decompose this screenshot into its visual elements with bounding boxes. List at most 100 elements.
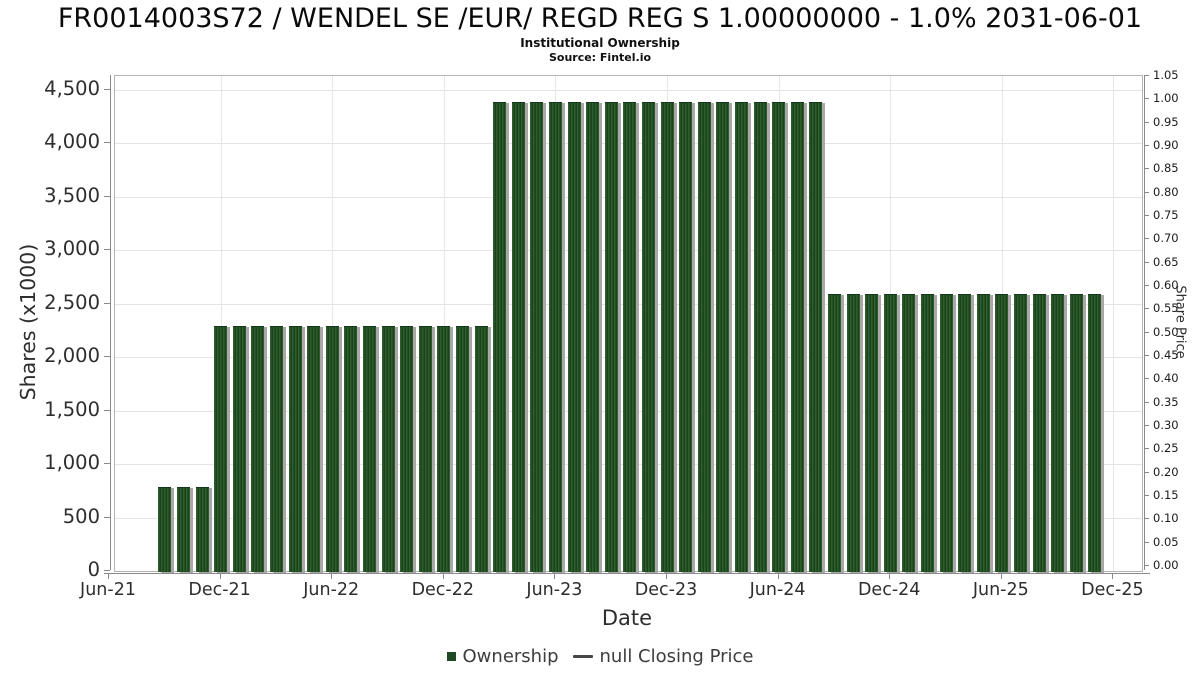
x-axis-tick-label: Dec-22	[411, 580, 475, 600]
right-axis-tick-label: 1.05	[1153, 68, 1179, 82]
right-axis-tick-label: 0.15	[1153, 488, 1179, 502]
right-axis-tick	[1144, 471, 1149, 473]
ownership-bar	[307, 326, 321, 572]
x-axis-tick-label: Dec-24	[857, 580, 921, 600]
right-axis-tick	[1144, 495, 1149, 496]
x-axis-tick	[1000, 573, 1002, 579]
legend-item-ownership: Ownership	[446, 645, 559, 667]
right-axis-tick	[1144, 565, 1149, 566]
ownership-bar	[214, 326, 228, 572]
left-axis-tick	[104, 302, 110, 304]
ownership-bar	[939, 294, 953, 572]
ownership-bar	[716, 101, 730, 572]
x-axis-tick-label: Jun-25	[972, 580, 1029, 600]
ownership-bar	[660, 101, 674, 572]
right-axis-tick-label: 0.50	[1153, 324, 1179, 339]
ownership-bar	[400, 326, 414, 572]
left-axis-tick-label: 3,500	[44, 183, 100, 207]
ownership-bar	[455, 326, 469, 572]
ownership-bar	[511, 101, 525, 572]
ownership-bar	[548, 101, 562, 572]
right-axis-tick-label: 0.90	[1153, 138, 1179, 152]
x-axis-tick	[889, 573, 891, 579]
x-axis-tick	[554, 573, 556, 579]
right-axis-tick	[1144, 331, 1149, 333]
x-axis-tick-label: Jun-24	[749, 580, 806, 600]
ownership-bar	[902, 294, 916, 572]
ownership-bar	[753, 101, 767, 572]
ownership-bar	[195, 486, 209, 572]
left-axis-tick-label: 2,500	[44, 290, 100, 314]
x-axis-tick	[666, 573, 667, 579]
right-axis-tick-label: 0.00	[1153, 558, 1179, 572]
ownership-bar	[679, 101, 693, 572]
gridline-vertical	[443, 76, 445, 571]
ownership-bar	[995, 294, 1009, 572]
right-axis-tick	[1144, 168, 1149, 170]
x-axis-tick	[1112, 573, 1114, 579]
left-axis-tick-label: 0	[87, 558, 100, 581]
right-axis-tick-label: 0.75	[1153, 208, 1179, 222]
ownership-bar	[883, 294, 897, 572]
ownership-bar	[1069, 294, 1083, 572]
left-axis-tick-label: 1,500	[44, 397, 100, 421]
right-axis-tick	[1144, 518, 1149, 520]
x-axis-tick	[108, 573, 109, 579]
ownership-bar	[437, 326, 451, 572]
right-axis-tick-label: 0.55	[1153, 301, 1179, 316]
y-axis-title-left-text: Shares (x1000)	[16, 243, 40, 401]
left-axis-tick	[104, 142, 110, 144]
legend-label: Ownership	[462, 645, 559, 667]
right-axis-tick	[1144, 378, 1149, 380]
ownership-bar	[958, 294, 972, 572]
ownership-bar	[362, 326, 376, 572]
right-axis-tick-label: 0.40	[1153, 371, 1179, 386]
right-axis-tick	[1144, 355, 1149, 356]
ownership-bar	[1088, 294, 1102, 572]
ownership-bar	[530, 101, 544, 572]
right-axis-tick-label: 0.85	[1153, 161, 1179, 176]
right-axis-tick-label: 0.05	[1153, 534, 1179, 549]
right-axis-tick	[1144, 238, 1149, 240]
ownership-bar	[604, 101, 618, 572]
legend-item-closing-price: null Closing Price	[572, 646, 753, 667]
right-axis-tick-label: 0.60	[1153, 278, 1179, 292]
ownership-bar	[567, 101, 581, 572]
left-axis-tick	[104, 463, 110, 465]
plot-area	[114, 75, 1143, 572]
x-axis-tick-label: Dec-21	[188, 580, 251, 600]
gridline-vertical	[332, 76, 334, 571]
ownership-bar	[1051, 294, 1065, 572]
ownership-bar	[251, 326, 265, 572]
ownership-bar	[269, 326, 283, 572]
ownership-bar	[325, 326, 339, 572]
legend: Ownership null Closing Price	[0, 641, 1200, 671]
ownership-bar	[381, 326, 395, 572]
x-axis-tick	[777, 573, 779, 579]
left-axis-tick-label: 4,500	[44, 77, 100, 100]
right-axis-tick-label: 0.65	[1153, 254, 1179, 269]
ownership-bar	[920, 294, 934, 572]
ownership-bar	[176, 486, 190, 572]
ownership-bar	[865, 294, 879, 572]
ownership-bar	[586, 101, 600, 572]
gridline-horizontal	[115, 90, 1142, 91]
ownership-bar	[790, 101, 804, 572]
chart-title: FR0014003S72 / WENDEL SE /EUR/ REGD REG …	[57, 3, 1143, 34]
ownership-bar	[827, 294, 841, 572]
left-axis-tick	[104, 195, 110, 197]
right-axis-tick	[1144, 401, 1149, 403]
left-axis-tick-label: 2,000	[44, 344, 100, 368]
ownership-bar	[1013, 294, 1027, 572]
left-axis-tick	[104, 516, 110, 518]
right-axis-tick-label: 0.95	[1153, 114, 1179, 129]
x-axis-tick-label: Dec-25	[1081, 580, 1144, 600]
ownership-bar	[344, 326, 358, 572]
left-axis-tick	[104, 89, 110, 90]
ownership-bar	[493, 101, 507, 572]
ownership-bar	[158, 486, 172, 572]
ownership-bar	[1032, 294, 1046, 572]
ownership-bar	[809, 101, 823, 572]
right-axis-tick	[1144, 425, 1149, 426]
